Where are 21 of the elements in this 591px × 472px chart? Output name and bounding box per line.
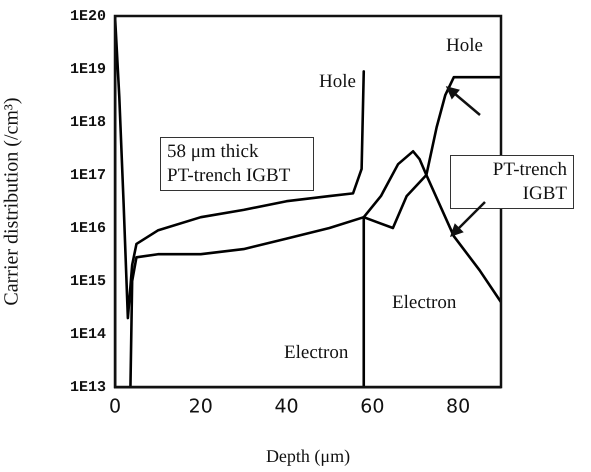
x-tick-label: 80 — [446, 395, 470, 418]
y-tick-label: 1E13 — [70, 378, 106, 396]
y-tick-label: 1E14 — [70, 326, 106, 343]
annotation: PT-trench IGBT — [492, 159, 567, 204]
y-tick-label: 1E17 — [70, 166, 106, 184]
annotation: Hole — [319, 71, 356, 92]
y-tick-label: 1E19 — [70, 60, 106, 78]
x-axis-title: Depth (μm) — [266, 446, 350, 466]
y-tick-label: 1E20 — [70, 8, 106, 25]
y-tick-label: 1E16 — [70, 220, 106, 237]
x-tick-label: 20 — [188, 395, 213, 418]
y-axis-title: Carrier distribution (/cm³) — [0, 97, 22, 306]
y-tick-label: 1E15 — [70, 272, 106, 290]
y-tick-label: 1E18 — [70, 114, 106, 131]
x-tick-label: 0 — [108, 395, 122, 418]
x-tick-label: 60 — [360, 395, 384, 418]
annotation: Hole — [446, 35, 483, 56]
annotation: Electron — [284, 342, 348, 363]
annotation: 58 μm thick PT-trench IGBT — [167, 141, 290, 186]
x-tick-label: 40 — [274, 395, 299, 418]
annotation: Electron — [392, 292, 456, 313]
